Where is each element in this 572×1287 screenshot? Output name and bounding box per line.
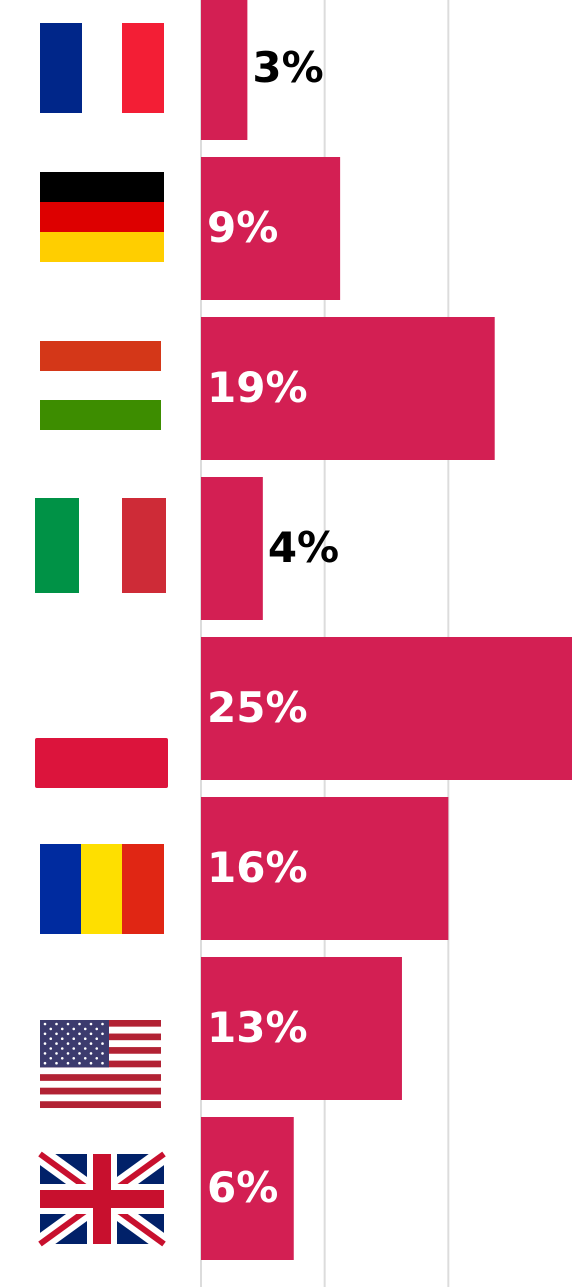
star: [89, 1061, 93, 1065]
stripe: [40, 1080, 161, 1088]
star: [55, 1061, 58, 1065]
bar: [201, 957, 402, 1100]
star: [49, 1037, 53, 1040]
bar: [201, 157, 341, 300]
star: [72, 1057, 76, 1060]
bar: [201, 317, 495, 460]
star: [89, 1032, 93, 1036]
star: [72, 1037, 76, 1040]
star: [78, 1042, 81, 1045]
flag-poland: [35, 738, 168, 788]
value-label: 3%: [252, 43, 323, 92]
bars: [201, 0, 572, 1260]
star: [89, 1042, 93, 1045]
stripe: [40, 1094, 161, 1102]
value-label: 16%: [207, 843, 308, 892]
star: [43, 1042, 47, 1045]
star: [83, 1027, 87, 1031]
value-label: 4%: [268, 523, 339, 572]
star: [78, 1022, 81, 1026]
star: [55, 1022, 58, 1026]
star: [43, 1032, 47, 1036]
flag-france: [40, 23, 164, 113]
stripe: [40, 1074, 161, 1081]
star: [49, 1047, 53, 1050]
star: [60, 1027, 64, 1031]
star: [55, 1052, 58, 1055]
value-label: 9%: [207, 203, 278, 252]
star: [60, 1057, 64, 1060]
star: [49, 1057, 53, 1060]
flag-uk: [34, 1146, 170, 1252]
star: [43, 1061, 47, 1065]
star: [101, 1061, 104, 1065]
star: [95, 1027, 99, 1031]
star: [95, 1057, 99, 1060]
value-label: 6%: [207, 1163, 278, 1212]
flag-germany: [40, 172, 164, 262]
star: [83, 1047, 87, 1050]
star: [101, 1022, 104, 1026]
star: [72, 1047, 76, 1050]
star: [78, 1052, 81, 1055]
star: [83, 1057, 87, 1060]
bar: [201, 0, 248, 140]
star: [43, 1022, 47, 1026]
flag-usa: [40, 1020, 161, 1109]
star: [101, 1052, 104, 1055]
star: [60, 1037, 64, 1040]
stripe: [40, 1101, 161, 1109]
value-label: 13%: [207, 1003, 308, 1052]
star: [101, 1042, 104, 1045]
star: [43, 1052, 47, 1055]
flag-romania: [40, 844, 164, 934]
bar: [201, 477, 263, 620]
star: [55, 1032, 58, 1036]
stripe: [40, 1087, 161, 1095]
star: [101, 1032, 104, 1036]
bar: [201, 1117, 294, 1260]
star: [89, 1052, 93, 1055]
stripe: [40, 1067, 161, 1075]
star: [66, 1061, 70, 1065]
bar: [201, 637, 572, 780]
value-label: 19%: [207, 363, 308, 412]
flags: [34, 23, 170, 1252]
value-label: 25%: [207, 683, 308, 732]
star: [66, 1022, 70, 1026]
canton: [40, 1020, 109, 1068]
star: [83, 1037, 87, 1040]
star: [95, 1047, 99, 1050]
star: [72, 1027, 76, 1031]
flag-hungary: [40, 341, 161, 430]
star: [66, 1042, 70, 1045]
star: [95, 1037, 99, 1040]
star: [66, 1032, 70, 1036]
star: [60, 1047, 64, 1050]
star: [89, 1022, 93, 1026]
star: [55, 1042, 58, 1045]
bar: [201, 797, 449, 940]
star: [49, 1027, 53, 1031]
flag-italy: [35, 498, 166, 593]
star: [78, 1061, 81, 1065]
star: [66, 1052, 70, 1055]
star: [78, 1032, 81, 1036]
